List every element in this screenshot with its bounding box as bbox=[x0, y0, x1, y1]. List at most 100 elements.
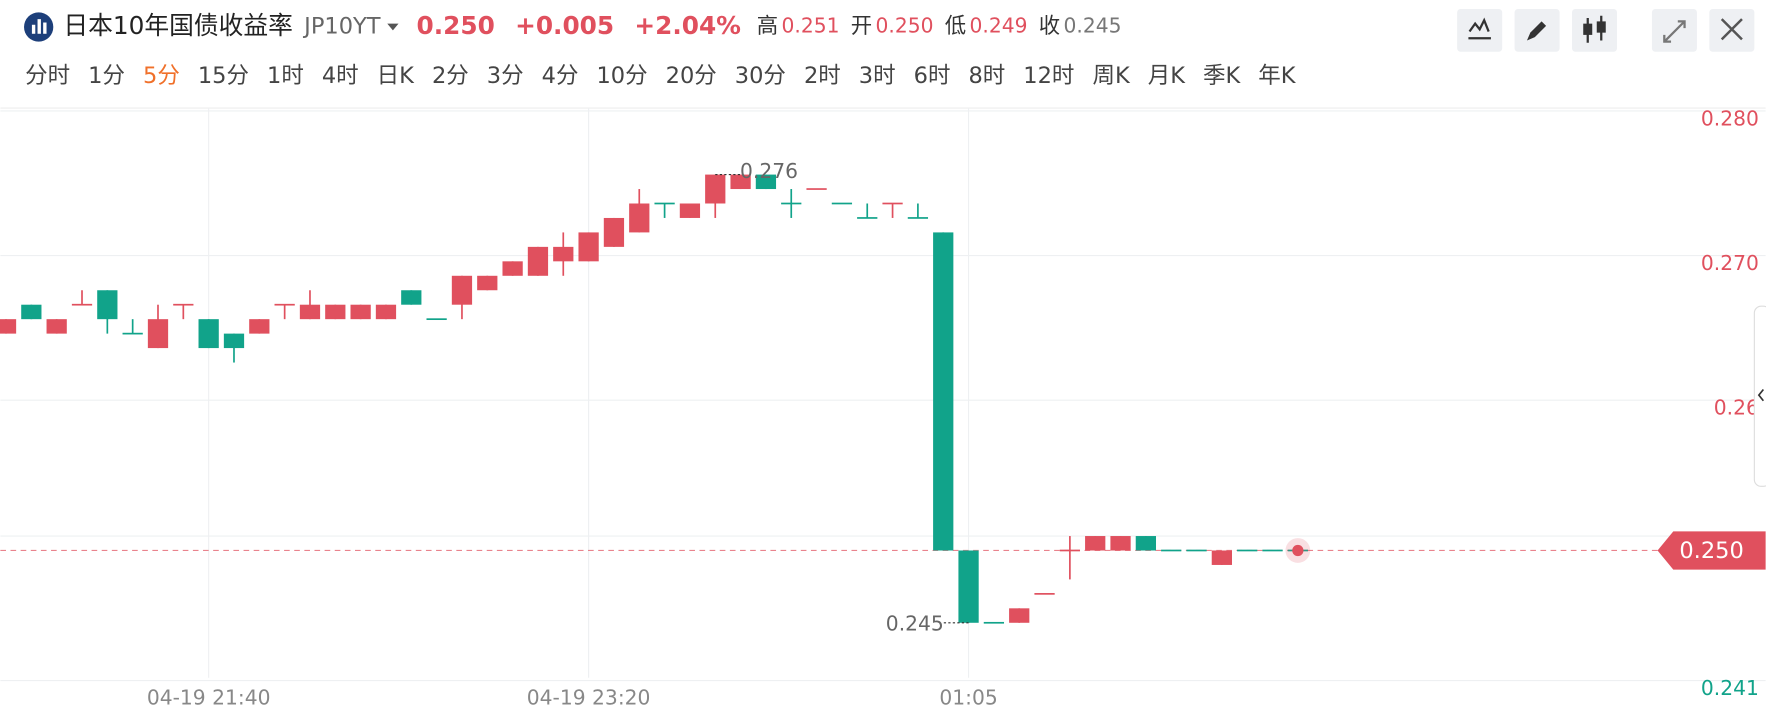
stat-label: 收 bbox=[1039, 14, 1060, 39]
period-tab[interactable]: 周K bbox=[1092, 63, 1131, 89]
period-tab[interactable]: 1分 bbox=[88, 63, 125, 89]
x-tick-label: 01:05 bbox=[939, 686, 997, 710]
candle-body bbox=[477, 275, 498, 291]
toolbar-buttons[interactable] bbox=[1457, 9, 1755, 52]
candle-body bbox=[350, 304, 371, 320]
live-dot bbox=[1292, 544, 1304, 557]
candle-body bbox=[1034, 593, 1055, 595]
candle-body bbox=[983, 621, 1005, 624]
change: +0.005 bbox=[515, 11, 614, 40]
price: 0.250 bbox=[417, 11, 495, 40]
candle-body bbox=[451, 275, 473, 305]
stat-value: 0.245 bbox=[1064, 14, 1122, 38]
period-tab[interactable]: 20分 bbox=[666, 63, 717, 89]
chart-type-button[interactable] bbox=[1571, 9, 1618, 52]
stat-label: 低 bbox=[945, 14, 966, 39]
period-tab[interactable]: 1时 bbox=[267, 63, 304, 89]
period-tab[interactable]: 5分 bbox=[143, 63, 180, 89]
candle-body bbox=[375, 304, 397, 320]
period-tab[interactable]: 季K bbox=[1203, 63, 1242, 89]
period-tab[interactable]: 2分 bbox=[432, 63, 469, 89]
candle-body bbox=[299, 304, 321, 320]
candle-body bbox=[958, 550, 979, 623]
stat-value: 0.251 bbox=[782, 14, 840, 38]
period-tab[interactable]: 10分 bbox=[596, 63, 647, 89]
candle-body bbox=[97, 290, 118, 320]
period-tab[interactable]: 分时 bbox=[25, 63, 70, 89]
period-tab[interactable]: 4时 bbox=[322, 63, 359, 89]
stat-label: 开 bbox=[851, 14, 872, 39]
high-label: 0.276 bbox=[740, 159, 798, 183]
candle-body bbox=[553, 246, 574, 262]
candle-body bbox=[857, 217, 878, 219]
candle-body bbox=[781, 202, 802, 205]
candle-body bbox=[527, 246, 549, 276]
period-tab[interactable]: 12时 bbox=[1023, 63, 1074, 89]
candle-body bbox=[1059, 549, 1081, 552]
candle-body bbox=[629, 203, 650, 233]
y-tick-label: 0.270 bbox=[1701, 251, 1759, 275]
candle-body bbox=[173, 303, 194, 306]
stat-value: 0.250 bbox=[876, 14, 934, 38]
period-tab[interactable]: 4分 bbox=[542, 63, 579, 89]
period-tab[interactable]: 日K bbox=[377, 63, 416, 89]
logo bbox=[24, 12, 54, 42]
candle-body bbox=[198, 319, 219, 349]
candle-body bbox=[147, 319, 169, 349]
period-tab[interactable]: 6时 bbox=[914, 63, 951, 89]
candle-body bbox=[1186, 549, 1207, 552]
candle-body bbox=[578, 232, 599, 262]
y-tick-label: 0.26 bbox=[1714, 396, 1759, 420]
candle-body bbox=[882, 202, 903, 205]
candle-body bbox=[806, 188, 827, 190]
candle-body bbox=[122, 332, 143, 335]
stat-value: 0.249 bbox=[970, 14, 1028, 38]
code-dropdown[interactable] bbox=[387, 23, 399, 31]
side-tab[interactable] bbox=[1753, 305, 1766, 487]
candle-body bbox=[401, 290, 422, 305]
candle-body bbox=[1135, 536, 1157, 551]
candle-body bbox=[21, 304, 42, 320]
candle-body bbox=[325, 304, 346, 320]
candle-body bbox=[1110, 536, 1131, 551]
candle-body bbox=[502, 261, 523, 276]
candle-body bbox=[223, 333, 245, 349]
period-tab[interactable]: 15分 bbox=[198, 63, 249, 89]
candle-body bbox=[831, 202, 853, 205]
candle-body bbox=[1262, 549, 1283, 552]
change-pct: +2.04% bbox=[634, 11, 741, 40]
period-tab[interactable]: 3时 bbox=[859, 63, 896, 89]
candle-body bbox=[679, 203, 701, 218]
candle-body bbox=[1211, 550, 1232, 565]
plot: 0.276 0.245 0.250 bbox=[0, 159, 1766, 636]
y-tick-label: 0.241 bbox=[1701, 676, 1759, 700]
period-tab[interactable]: 8时 bbox=[968, 63, 1005, 89]
stat-label: 高 bbox=[757, 14, 778, 39]
candle-body bbox=[730, 174, 751, 190]
price-tag bbox=[1657, 531, 1766, 570]
x-tick-label: 04-19 23:20 bbox=[527, 686, 651, 710]
period-tab[interactable]: 30分 bbox=[735, 63, 786, 89]
candle-body bbox=[755, 174, 777, 190]
candle-body bbox=[274, 303, 295, 306]
candle-body bbox=[46, 319, 67, 334]
candle-body bbox=[1009, 608, 1030, 623]
x-tick-label: 04-19 21:40 bbox=[147, 686, 271, 710]
period-tab[interactable]: 3分 bbox=[487, 63, 524, 89]
candle-body bbox=[654, 202, 675, 205]
candle-body bbox=[1161, 549, 1182, 552]
title: 日本10年国债收益率 bbox=[63, 11, 293, 40]
low-label: 0.245 bbox=[886, 612, 944, 636]
candle-body bbox=[907, 217, 929, 219]
period-tab[interactable]: 年K bbox=[1258, 63, 1297, 89]
period-tab[interactable]: 2时 bbox=[804, 63, 841, 89]
candle-body bbox=[1085, 536, 1106, 551]
candle-body bbox=[426, 318, 447, 321]
candle-body bbox=[0, 319, 17, 334]
code: JP10YT bbox=[302, 14, 381, 40]
candle-body bbox=[249, 319, 270, 334]
period-tab[interactable]: 月K bbox=[1148, 63, 1187, 89]
